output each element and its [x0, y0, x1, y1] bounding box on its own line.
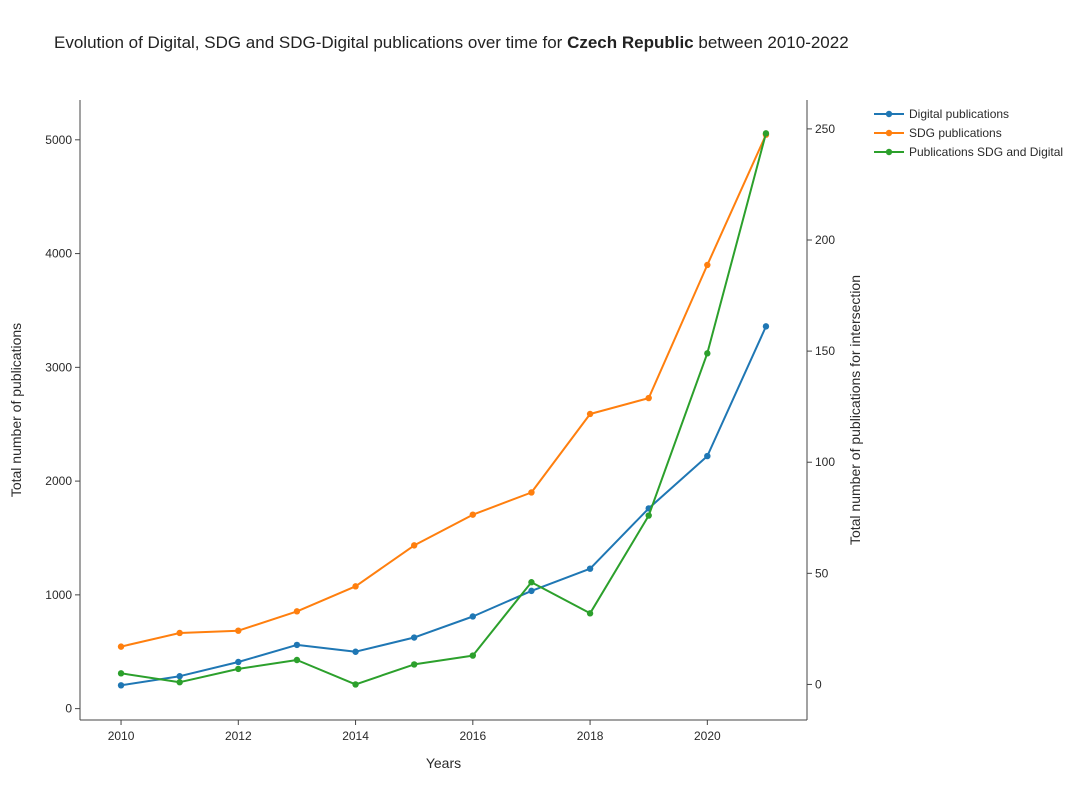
x-tick-label: 2020: [694, 729, 721, 743]
data-point: [293, 641, 301, 649]
series-layer: [117, 130, 770, 689]
data-point: [352, 648, 359, 655]
y-left-tick-label: 4000: [45, 247, 72, 261]
x-tick-label: 2018: [577, 729, 604, 743]
data-point: [704, 452, 711, 460]
data-point: [410, 661, 418, 668]
chart-title: Evolution of Digital, SDG and SDG-Digita…: [54, 33, 849, 53]
series-1: [117, 323, 770, 689]
data-point: [704, 261, 711, 269]
legend: Digital publications SDG publications Publ…: [874, 107, 1063, 159]
x-tick-label: 2014: [342, 729, 369, 743]
data-point: [410, 542, 418, 549]
series-3: [117, 130, 770, 688]
data-point: [352, 681, 359, 688]
data-point: [528, 587, 535, 595]
data-point: [117, 643, 125, 650]
legend-label: Digital publications: [909, 107, 1009, 121]
data-point: [176, 679, 183, 686]
y-right-tick-label: 50: [815, 566, 829, 580]
legend-item: Publications SDG and Digital: [874, 145, 1063, 159]
series-2: [117, 131, 770, 650]
data-point: [235, 658, 242, 666]
data-point: [117, 670, 125, 677]
legend-swatch-marker: [885, 110, 893, 118]
data-point: [117, 682, 125, 689]
data-point: [469, 613, 477, 620]
title-prefix: Evolution of Digital, SDG and SDG-Digita…: [54, 33, 568, 52]
legend-item: SDG publications: [874, 126, 1002, 140]
data-point: [645, 512, 652, 519]
data-point: [293, 656, 301, 664]
data-point: [704, 350, 711, 357]
y-left-tick-label: 5000: [45, 133, 72, 147]
data-point: [762, 130, 770, 137]
y-right-tick-label: 100: [815, 455, 835, 469]
legend-swatch-marker: [885, 148, 893, 156]
data-point: [235, 627, 242, 634]
series-line: [120, 134, 767, 648]
data-point: [762, 323, 770, 330]
legend-label: Publications SDG and Digital: [909, 145, 1063, 159]
title-suffix: between 2010-2022: [693, 33, 849, 52]
y-left-tick-label: 3000: [45, 360, 72, 374]
y-right-tick-label: 0: [815, 677, 822, 691]
x-axis-title: Years: [426, 755, 461, 771]
data-point: [176, 673, 183, 680]
y-left-tick-label: 0: [65, 702, 72, 716]
y-left-tick-label: 1000: [45, 588, 72, 602]
legend-item: Digital publications: [874, 107, 1009, 121]
title-country: Czech Republic: [567, 33, 694, 52]
data-point: [176, 629, 183, 637]
data-point: [410, 634, 418, 641]
series-line: [120, 325, 767, 687]
axes: 2010 2012 2014 2016 2018 20200100020003000400…: [8, 100, 863, 771]
data-point: [528, 579, 535, 586]
data-point: [469, 652, 477, 659]
y-right-tick-label: 250: [815, 122, 835, 136]
series-line: [120, 133, 767, 686]
data-point: [235, 665, 242, 673]
data-point: [586, 610, 594, 617]
x-tick-label: 2012: [225, 729, 252, 743]
data-point: [586, 410, 594, 418]
x-tick-label: 2016: [459, 729, 486, 743]
y-left-tick-label: 2000: [45, 474, 72, 488]
data-point: [528, 489, 535, 496]
data-point: [469, 511, 477, 518]
y-axis-right-title: Total number of publications for interse…: [847, 275, 863, 545]
data-point: [293, 608, 301, 615]
x-tick-label: 2010: [108, 729, 135, 743]
data-point: [586, 565, 594, 572]
legend-label: SDG publications: [909, 126, 1002, 140]
y-right-tick-label: 150: [815, 344, 835, 358]
data-point: [645, 394, 652, 402]
y-axis-left-title: Total number of publications: [8, 323, 24, 497]
y-right-tick-label: 200: [815, 233, 835, 247]
legend-swatch-marker: [885, 129, 893, 137]
data-point: [352, 583, 359, 590]
